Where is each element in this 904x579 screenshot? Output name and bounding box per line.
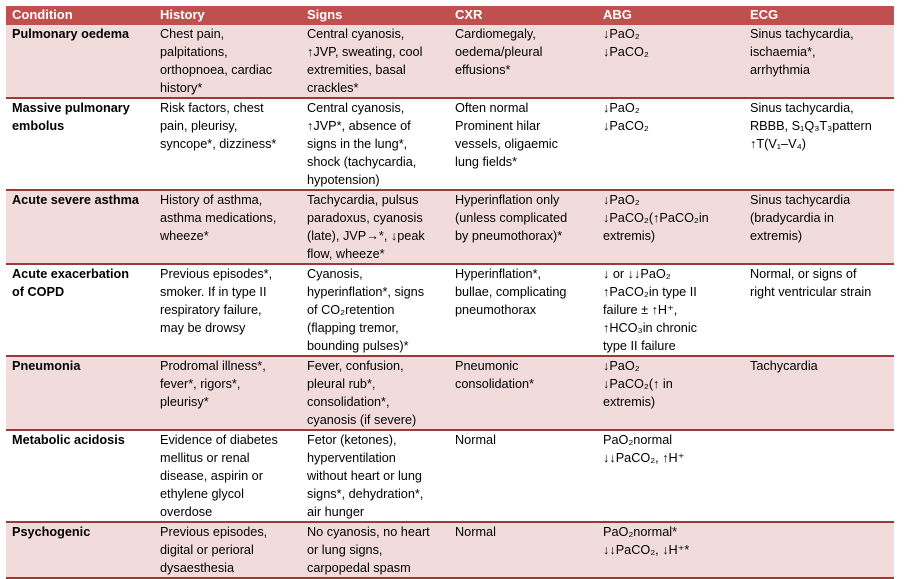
signs-cell: Central cyanosis, ↑JVP, sweating, cool e… [301,25,449,99]
cxr-text: Pneumonic consolidation* [455,359,534,391]
history-cell: Previous episodes, digital or perioral d… [154,522,301,579]
abg-cell: PaO₂normal* ↓↓PaCO₂, ↓H⁺* [597,522,744,579]
cxr-text: Normal [455,525,496,539]
history-cell: Evidence of diabetes mellitus or renal d… [154,430,301,523]
ecg-text: Sinus tachycardia, ischaemia*, arrhythmi… [750,27,854,77]
condition-text: Psychogenic [12,525,91,539]
signs-cell: Cyanosis, hyperinflation*, signs of CO₂r… [301,264,449,357]
table-row: Metabolic acidosis Evidence of diabetes … [6,430,894,523]
abg-text: ↓PaO₂ ↓PaCO₂(↑ in extremis) [603,359,673,409]
ecg-cell: Tachycardia [744,356,894,431]
signs-cell: Fetor (ketones), hyperventilation withou… [301,430,449,523]
signs-text: Tachycardia, pulsus paradoxus, cyanosis … [307,193,425,261]
ecg-cell: Sinus tachycardia, ischaemia*, arrhythmi… [744,25,894,99]
signs-text: Fetor (ketones), hyperventilation withou… [307,433,424,519]
signs-text: Central cyanosis, ↑JVP*, absence of sign… [307,101,417,187]
history-text: Prodromal illness*, fever*, rigors*, ple… [160,359,266,409]
history-text: Previous episodes*, smoker. If in type I… [160,267,273,335]
history-text: Evidence of diabetes mellitus or renal d… [160,433,278,519]
history-cell: Risk factors, chest pain, pleurisy, sync… [154,98,301,191]
cxr-text: Hyperinflation only (unless complicated … [455,193,568,243]
table-row: Pneumonia Prodromal illness*, fever*, ri… [6,356,894,431]
table-row: Pulmonary oedema Chest pain, palpitation… [6,25,894,99]
cxr-cell: Pneumonic consolidation* [449,356,597,431]
ecg-cell: Normal, or signs of right ventricular st… [744,264,894,357]
ecg-text: Tachycardia [750,359,818,373]
cxr-text: Cardiomegaly, oedema/pleural effusions* [455,27,543,77]
condition-text: Pneumonia [12,359,81,373]
table-row: Acute severe asthma History of asthma, a… [6,190,894,265]
signs-text: Fever, confusion, pleural rub*, consolid… [307,359,417,427]
table-row: Psychogenic Previous episodes, digital o… [6,522,894,579]
history-text: History of asthma, asthma medications, w… [160,193,277,243]
column-header-abg: ABG [597,6,744,25]
abg-text: PaO₂normal* ↓↓PaCO₂, ↓H⁺* [603,525,690,557]
cxr-text: Often normal Prominent hilar vessels, ol… [455,101,558,169]
abg-cell: ↓PaO₂ ↓PaCO₂ [597,98,744,191]
abg-cell: ↓PaO₂ ↓PaCO₂ [597,25,744,99]
column-header-history: History [154,6,301,25]
history-cell: Previous episodes*, smoker. If in type I… [154,264,301,357]
signs-cell: No cyanosis, no heart or lung signs, car… [301,522,449,579]
condition-cell: Pneumonia [6,356,154,431]
ecg-text: Sinus tachycardia (bradycardia in extrem… [750,193,851,243]
header-row: Condition History Signs CXR ABG ECG [6,6,894,25]
condition-cell: Massive pulmonary embolus [6,98,154,191]
differential-diagnosis-table: Condition History Signs CXR ABG ECG Pulm… [6,6,894,579]
ecg-text: Normal, or signs of right ventricular st… [750,267,872,299]
column-header-ecg: ECG [744,6,894,25]
ecg-cell: Sinus tachycardia, RBBB, S₁Q₃T₃pattern ↑… [744,98,894,191]
history-text: Risk factors, chest pain, pleurisy, sync… [160,101,277,151]
cxr-cell: Normal [449,522,597,579]
condition-text: Massive pulmonary embolus [12,101,130,133]
table-row: Acute exacerbation of COPD Previous epis… [6,264,894,357]
condition-cell: Pulmonary oedema [6,25,154,99]
condition-text: Pulmonary oedema [12,27,130,41]
abg-text: ↓ or ↓↓PaO₂ ↑PaCO₂in type II failure ± ↑… [603,267,698,353]
signs-text: Central cyanosis, ↑JVP, sweating, cool e… [307,27,423,95]
cxr-text: Hyperinflation*, bullae, complicating pn… [455,267,567,317]
condition-text: Metabolic acidosis [12,433,125,447]
cxr-cell: Cardiomegaly, oedema/pleural effusions* [449,25,597,99]
abg-text: ↓PaO₂ ↓PaCO₂(↑PaCO₂in extremis) [603,193,709,243]
abg-text: ↓PaO₂ ↓PaCO₂ [603,27,649,59]
cxr-cell: Often normal Prominent hilar vessels, ol… [449,98,597,191]
ecg-cell: Sinus tachycardia (bradycardia in extrem… [744,190,894,265]
table-row: Massive pulmonary embolus Risk factors, … [6,98,894,191]
signs-cell: Fever, confusion, pleural rub*, consolid… [301,356,449,431]
signs-text: Cyanosis, hyperinflation*, signs of CO₂r… [307,267,425,353]
signs-cell: Central cyanosis, ↑JVP*, absence of sign… [301,98,449,191]
history-cell: Chest pain, palpitations, orthopnoea, ca… [154,25,301,99]
history-text: Chest pain, palpitations, orthopnoea, ca… [160,27,273,95]
history-cell: History of asthma, asthma medications, w… [154,190,301,265]
signs-cell: Tachycardia, pulsus paradoxus, cyanosis … [301,190,449,265]
condition-cell: Acute severe asthma [6,190,154,265]
abg-cell: ↓ or ↓↓PaO₂ ↑PaCO₂in type II failure ± ↑… [597,264,744,357]
ecg-cell [744,522,894,579]
cxr-cell: Hyperinflation*, bullae, complicating pn… [449,264,597,357]
ecg-text: Sinus tachycardia, RBBB, S₁Q₃T₃pattern ↑… [750,101,872,151]
abg-cell: ↓PaO₂ ↓PaCO₂(↑PaCO₂in extremis) [597,190,744,265]
comparison-table-container: Condition History Signs CXR ABG ECG Pulm… [6,6,894,579]
column-header-signs: Signs [301,6,449,25]
ecg-cell [744,430,894,523]
condition-text: Acute exacerbation of COPD [12,267,130,299]
abg-text: ↓PaO₂ ↓PaCO₂ [603,101,649,133]
abg-cell: ↓PaO₂ ↓PaCO₂(↑ in extremis) [597,356,744,431]
column-header-condition: Condition [6,6,154,25]
condition-cell: Acute exacerbation of COPD [6,264,154,357]
abg-text: PaO₂normal ↓↓PaCO₂, ↑H⁺ [603,433,685,465]
condition-cell: Psychogenic [6,522,154,579]
condition-text: Acute severe asthma [12,193,139,207]
cxr-cell: Hyperinflation only (unless complicated … [449,190,597,265]
history-cell: Prodromal illness*, fever*, rigors*, ple… [154,356,301,431]
abg-cell: PaO₂normal ↓↓PaCO₂, ↑H⁺ [597,430,744,523]
cxr-text: Normal [455,433,496,447]
cxr-cell: Normal [449,430,597,523]
condition-cell: Metabolic acidosis [6,430,154,523]
history-text: Previous episodes, digital or perioral d… [160,525,268,575]
column-header-cxr: CXR [449,6,597,25]
signs-text: No cyanosis, no heart or lung signs, car… [307,525,430,575]
